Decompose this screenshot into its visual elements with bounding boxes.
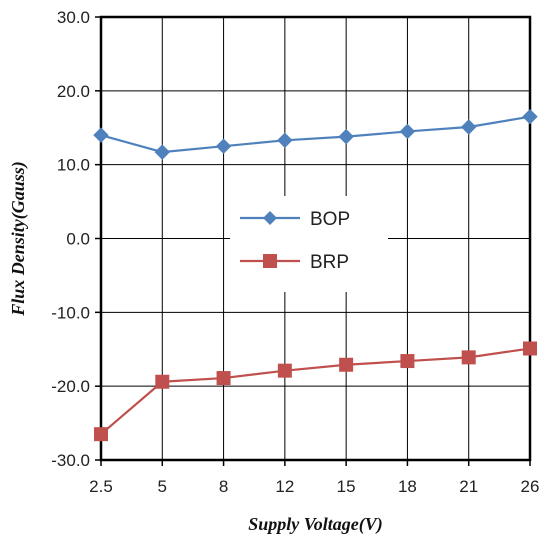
x-tick-label: 26 bbox=[521, 477, 540, 496]
legend-box bbox=[230, 196, 388, 292]
bop-point bbox=[461, 119, 477, 135]
brp-point bbox=[339, 357, 354, 372]
x-tick-label: 12 bbox=[275, 477, 294, 496]
legend: BOP BRP bbox=[230, 196, 388, 292]
bop-point bbox=[93, 127, 109, 143]
brp-point bbox=[94, 427, 108, 442]
bop-point bbox=[399, 123, 416, 140]
bop-point bbox=[154, 144, 170, 160]
x-tick-label: 21 bbox=[459, 477, 478, 496]
y-tick-label: -30.0 bbox=[51, 451, 90, 470]
brp-point bbox=[461, 350, 476, 365]
x-axis-title: Supply Voltage(V) bbox=[248, 514, 383, 535]
x-tick-label: 8 bbox=[219, 477, 228, 496]
x-tick-label: 2.5 bbox=[89, 477, 113, 496]
gridlines bbox=[101, 16, 530, 461]
bop-series-line bbox=[100, 115, 531, 154]
y-tick-label: -10.0 bbox=[51, 303, 90, 322]
x-tick-labels: 2.5 5 8 12 15 18 21 26 bbox=[89, 460, 539, 496]
y-tick-label: 30.0 bbox=[57, 8, 90, 27]
legend-bop-marker bbox=[263, 211, 277, 225]
x-tick-label: 18 bbox=[398, 477, 417, 496]
bop-point bbox=[277, 132, 293, 149]
brp-point bbox=[155, 374, 170, 389]
y-tick-labels: -30.0 -20.0 -10.0 0.0 10.0 20.0 30.0 bbox=[51, 8, 101, 470]
brp-point bbox=[523, 341, 537, 356]
y-tick-label: 10.0 bbox=[57, 156, 90, 175]
series-layer bbox=[93, 108, 538, 442]
brp-series-line bbox=[100, 347, 531, 435]
bop-point bbox=[215, 138, 232, 154]
y-axis-title: Flux Density(Gauss) bbox=[8, 161, 29, 317]
bop-point bbox=[338, 128, 354, 145]
brp-point bbox=[216, 371, 231, 386]
y-tick-label: -20.0 bbox=[51, 377, 90, 396]
brp-point bbox=[277, 363, 292, 378]
legend-brp-marker bbox=[263, 254, 277, 268]
y-tick-label: 0.0 bbox=[66, 230, 90, 249]
legend-brp-label: BRP bbox=[310, 252, 349, 273]
brp-point bbox=[400, 354, 415, 369]
x-tick-label: 15 bbox=[337, 477, 356, 496]
bop-point bbox=[522, 108, 538, 125]
y-tick-label: 20.0 bbox=[57, 82, 90, 101]
legend-bop-label: BOP bbox=[310, 209, 350, 230]
x-tick-label: 5 bbox=[158, 477, 167, 496]
